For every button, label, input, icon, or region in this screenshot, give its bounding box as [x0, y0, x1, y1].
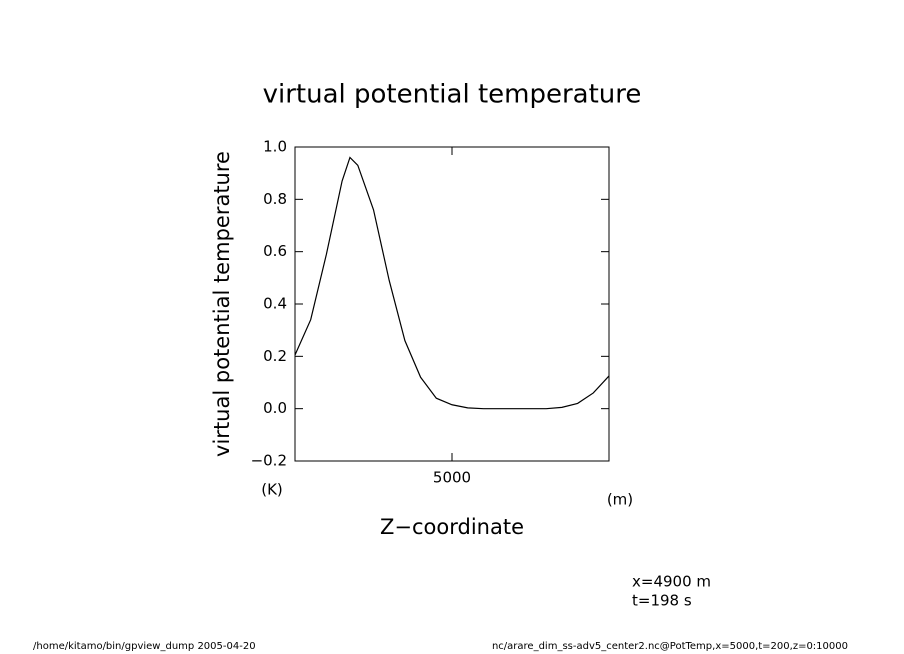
- y-tick-label: 1.0: [263, 138, 287, 156]
- y-tick-label: 0.2: [263, 347, 287, 365]
- x-axis-label: Z−coordinate: [380, 515, 524, 539]
- line: [294, 156, 610, 410]
- chart-title: virtual potential temperature: [263, 80, 642, 110]
- note: x=4900 m: [632, 573, 711, 591]
- y-tick-label: 0.8: [263, 190, 287, 208]
- y-axis-label: virtual potential temperature: [210, 151, 234, 457]
- y-tick-label: −0.2: [251, 452, 287, 470]
- x-tick-label: 5000: [433, 469, 471, 487]
- y-tick-label: 0.0: [263, 399, 287, 417]
- x-unit: (m): [607, 491, 633, 509]
- y-tick-label: 0.4: [263, 295, 287, 313]
- y-unit: (K): [261, 481, 283, 499]
- y-tick-label: 0.6: [263, 242, 287, 260]
- footer-left: /home/kitamo/bin/gpview_dump 2005-04-20: [33, 641, 256, 652]
- footer-right: nc/arare_dim_ss-adv5_center2.nc@PotTemp,…: [492, 641, 848, 652]
- plot-frame: [294, 146, 610, 462]
- note: t=198 s: [632, 592, 692, 610]
